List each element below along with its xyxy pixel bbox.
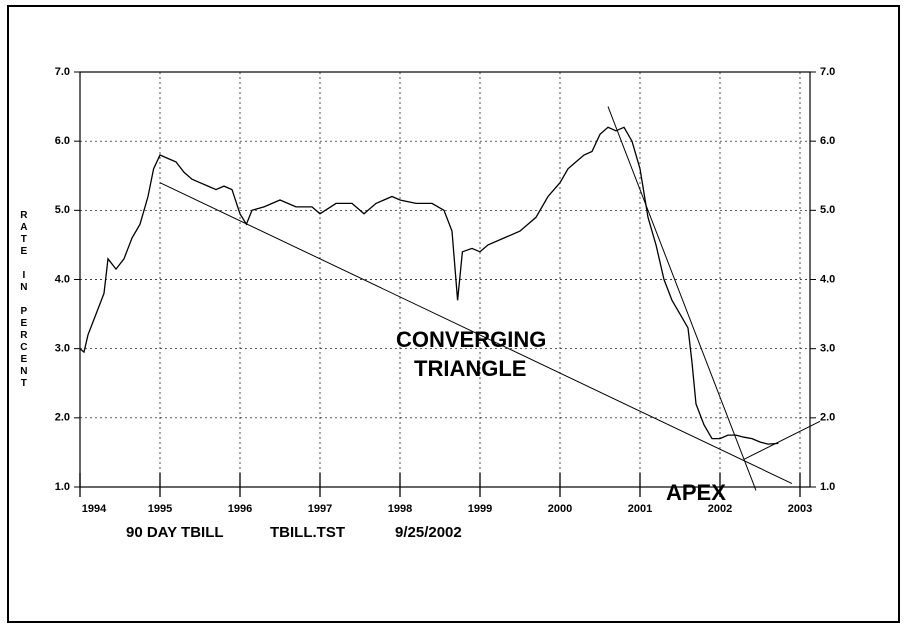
y-tick-label: 4.0 [55, 273, 70, 285]
x-tick-label: 1997 [308, 503, 332, 515]
y-tick-label: 3.0 [55, 343, 70, 355]
y2-tick-label: 2.0 [820, 412, 835, 424]
x-tick-label: 1995 [148, 503, 172, 515]
y2-tick-label: 4.0 [820, 273, 835, 285]
y2-tick-label: 7.0 [820, 66, 835, 78]
y2-tick-label: 3.0 [820, 343, 835, 355]
y2-tick-label: 5.0 [820, 204, 835, 216]
footer-file: TBILL.TST [270, 524, 345, 541]
x-tick-label: 1994 [82, 503, 107, 515]
y-axis-label: RATE IN PERCENT [18, 210, 29, 390]
y-tick-label: 5.0 [55, 204, 70, 216]
x-tick-label: 1996 [228, 503, 252, 515]
x-tick-label: 2002 [708, 503, 732, 515]
x-tick-label: 2001 [628, 503, 652, 515]
annotation: TRIANGLE [414, 356, 526, 381]
y-tick-label: 7.0 [55, 66, 70, 78]
series-line [79, 126, 779, 445]
y2-tick-label: 6.0 [820, 135, 835, 147]
y2-tick-label: 1.0 [820, 481, 835, 493]
y-tick-label: 2.0 [55, 412, 70, 424]
x-tick-label: 2000 [548, 503, 572, 515]
annotation: APEX [666, 480, 726, 505]
trendline [743, 420, 821, 460]
x-tick-label: 1999 [468, 503, 492, 515]
y-tick-label: 1.0 [55, 481, 70, 493]
frame [7, 5, 900, 623]
footer-date: 9/25/2002 [395, 524, 462, 541]
x-tick-label: 2003 [788, 503, 812, 515]
trendline [607, 106, 757, 491]
footer-title: 90 DAY TBILL [126, 524, 224, 541]
x-tick-label: 1998 [388, 503, 412, 515]
y-tick-label: 6.0 [55, 135, 70, 147]
trendline [159, 182, 793, 484]
